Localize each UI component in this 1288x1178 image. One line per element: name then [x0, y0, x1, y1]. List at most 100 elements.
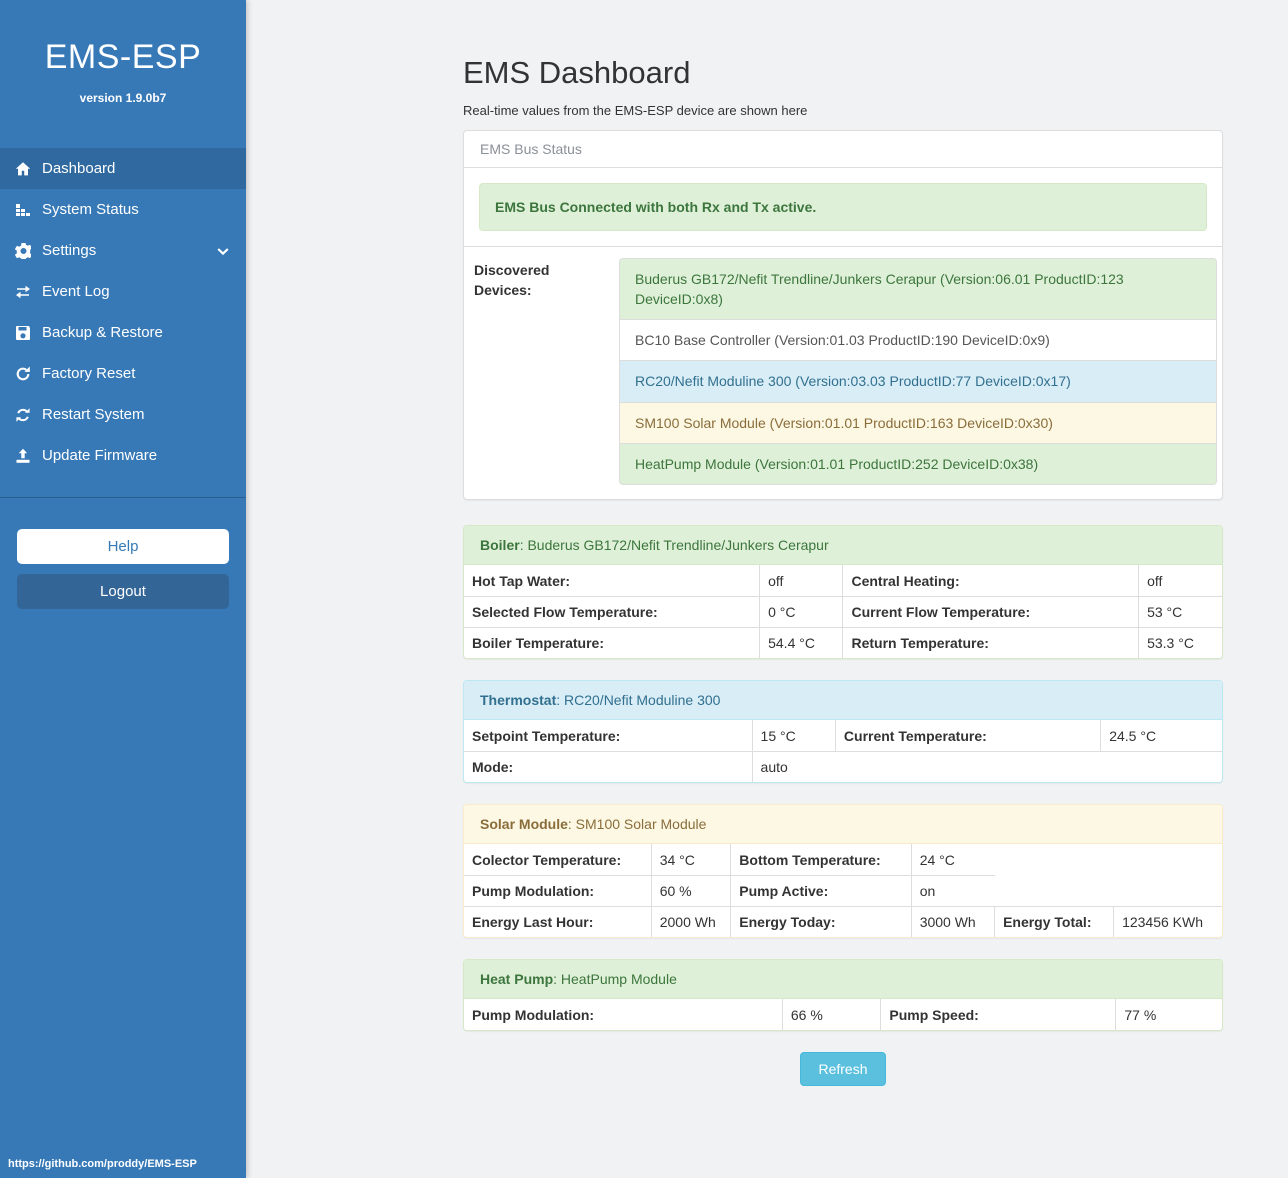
github-url: https://github.com/proddy/EMS-ESP — [8, 1158, 197, 1170]
field-label: Pump Active: — [730, 874, 912, 907]
boiler-panel: Boiler: Buderus GB172/Nefit Trendline/Ju… — [463, 525, 1223, 660]
panel-device-name: : SM100 Solar Module — [567, 816, 707, 833]
device-list: Buderus GB172/Nefit Trendline/Junkers Ce… — [619, 257, 1217, 486]
table-row: Colector Temperature: 34 °C Bottom Tempera… — [464, 844, 1222, 876]
sidebar-item-label: Update Firmware — [42, 447, 158, 464]
field-label: Return Temperature: — [842, 626, 1139, 659]
panel-heading: Solar Module: SM100 Solar Module — [464, 805, 1222, 845]
page-title: EMS Dashboard — [463, 55, 691, 90]
refresh-button[interactable]: Refresh — [800, 1052, 886, 1087]
field-value: 123456 KWh — [1113, 905, 1222, 938]
field-value: 0 °C — [759, 595, 843, 628]
sidebar-item-update-firmware[interactable]: Update Firmware — [0, 435, 246, 476]
app-title: EMS-ESP — [44, 38, 202, 76]
table-row: Pump Modulation: 60 % Pump Active: on — [464, 874, 1222, 907]
table-row: Hot Tap Water: off Central Heating: off — [464, 565, 1222, 597]
field-label: Bottom Temperature: — [730, 844, 912, 876]
sidebar-item-factory-reset[interactable]: Factory Reset — [0, 353, 246, 394]
sidebar-divider — [0, 497, 246, 498]
sidebar-item-label: Event Log — [42, 283, 110, 300]
sync-icon — [14, 407, 31, 423]
discovered-devices-section: Discovered Devices: Buderus GB172/Nefit … — [464, 247, 1222, 500]
sidebar-item-dashboard[interactable]: Dashboard — [0, 148, 246, 189]
bus-status-panel: EMS Bus Status EMS Bus Connected with bo… — [463, 129, 1223, 501]
field-label: Energy Today: — [730, 905, 912, 938]
field-value: 3000 Wh — [910, 905, 995, 938]
save-icon — [14, 325, 31, 341]
field-label: Selected Flow Temperature: — [464, 595, 760, 628]
panel-device-name: : Buderus GB172/Nefit Trendline/Junkers … — [519, 537, 829, 554]
sidebar-item-settings[interactable]: Settings — [0, 230, 246, 271]
field-label: Pump Modulation: — [472, 1006, 595, 1023]
field-label: Colector Temperature: — [472, 851, 622, 868]
sidebar: EMS-ESP version 1.9.0b7 Dashboard System … — [0, 0, 246, 1178]
sidebar-nav: Dashboard System Status Settings Event Log B… — [0, 148, 246, 476]
field-value: 77 % — [1115, 999, 1222, 1031]
solar-module-panel: Solar Module: SM100 Solar Module Colector… — [463, 804, 1223, 939]
panel-title: Heat Pump — [480, 971, 554, 988]
field-value: 34 °C — [650, 844, 731, 876]
field-label: Pump Modulation: — [464, 874, 652, 907]
sidebar-item-label: Restart System — [42, 406, 145, 423]
field-label: Current Flow Temperature: — [842, 595, 1139, 628]
bus-alert-section: EMS Bus Connected with both Rx and Tx ac… — [464, 168, 1222, 247]
sidebar-item-system-status[interactable]: System Status — [0, 189, 246, 230]
device-list-item: RC20/Nefit Moduline 300 (Version:03.03 P… — [619, 360, 1217, 403]
field-label: Mode: — [464, 750, 753, 783]
device-list-item: HeatPump Module (Version:01.01 ProductID… — [619, 443, 1217, 486]
table-row: Mode: auto — [464, 750, 1222, 783]
device-panels: Boiler: Buderus GB172/Nefit Trendline/Ju… — [463, 525, 1223, 1032]
table-row: Boiler Temperature: 54.4 °C Return Tempera… — [464, 626, 1222, 659]
panel-device-name: : RC20/Nefit Moduline 300 — [556, 692, 721, 709]
gear-icon — [14, 242, 31, 259]
bus-connected-alert: EMS Bus Connected with both Rx and Tx ac… — [479, 182, 1207, 231]
field-label: Energy Last Hour: — [464, 905, 652, 938]
table-row: Selected Flow Temperature: 0 °C Current Fl… — [464, 595, 1222, 628]
thermostat-table: Setpoint Temperature: 15 °C Current Temper… — [464, 720, 1222, 783]
table-row: Pump Modulation: 66 % Pump Speed: 77 % — [464, 999, 1222, 1031]
field-value: 53 °C — [1138, 595, 1222, 628]
device-list-item: SM100 Solar Module (Version:01.01 Produc… — [619, 401, 1217, 445]
panel-title: Boiler — [480, 537, 520, 554]
field-value: 15 °C — [751, 720, 836, 752]
heat-pump-table: Pump Modulation: 66 % Pump Speed: 77 % — [464, 999, 1222, 1031]
field-label: Setpoint Temperature: — [472, 727, 621, 744]
sidebar-item-backup-restore[interactable]: Backup & Restore — [0, 312, 246, 353]
logout-button[interactable]: Logout — [17, 574, 229, 609]
panel-heading: Boiler: Buderus GB172/Nefit Trendline/Ju… — [464, 526, 1222, 566]
field-value: 2000 Wh — [650, 905, 731, 938]
field-label: Hot Tap Water: — [472, 572, 570, 589]
sidebar-item-event-log[interactable]: Event Log — [0, 271, 246, 312]
bus-status-heading: EMS Bus Status — [464, 131, 1222, 168]
sidebar-item-label: Dashboard — [42, 160, 116, 177]
field-label: Pump Speed: — [880, 999, 1116, 1031]
field-label: Boiler Temperature: — [464, 626, 760, 659]
home-icon — [14, 161, 31, 177]
field-label: Current Temperature: — [834, 720, 1101, 752]
sidebar-item-label: Settings — [42, 242, 97, 259]
panel-heading: Heat Pump: HeatPump Module — [464, 960, 1222, 1000]
device-list-item: Buderus GB172/Nefit Trendline/Junkers Ce… — [619, 257, 1217, 321]
chevron-down-icon — [216, 244, 230, 260]
field-value: 54.4 °C — [759, 626, 843, 659]
exchange-icon — [14, 284, 31, 300]
device-list-item: BC10 Base Controller (Version:01.03 Prod… — [619, 319, 1217, 362]
sidebar-item-restart-system[interactable]: Restart System — [0, 394, 246, 435]
discovered-devices-label: Discovered Devices: — [474, 261, 550, 298]
panel-title: Solar Module — [480, 816, 568, 833]
table-row: Energy Last Hour: 2000 Wh Energy Today: 300… — [464, 905, 1222, 938]
field-value: 24.5 °C — [1100, 720, 1222, 752]
field-value: 24 °C — [910, 844, 995, 876]
panel-title: Thermostat — [480, 692, 557, 709]
panel-device-name: : HeatPump Module — [553, 971, 677, 988]
help-button[interactable]: Help — [17, 529, 229, 564]
heat-pump-panel: Heat Pump: HeatPump Module Pump Modulatio… — [463, 959, 1223, 1032]
field-label: Energy Total: — [994, 905, 1114, 938]
field-label: Central Heating: — [842, 565, 1139, 597]
field-value: off — [759, 565, 843, 597]
field-value: on — [910, 874, 995, 907]
rotate-right-icon — [14, 366, 31, 382]
field-value: 66 % — [781, 999, 881, 1031]
field-value: 53.3 °C — [1138, 626, 1222, 659]
panel-heading: Thermostat: RC20/Nefit Moduline 300 — [464, 681, 1222, 721]
